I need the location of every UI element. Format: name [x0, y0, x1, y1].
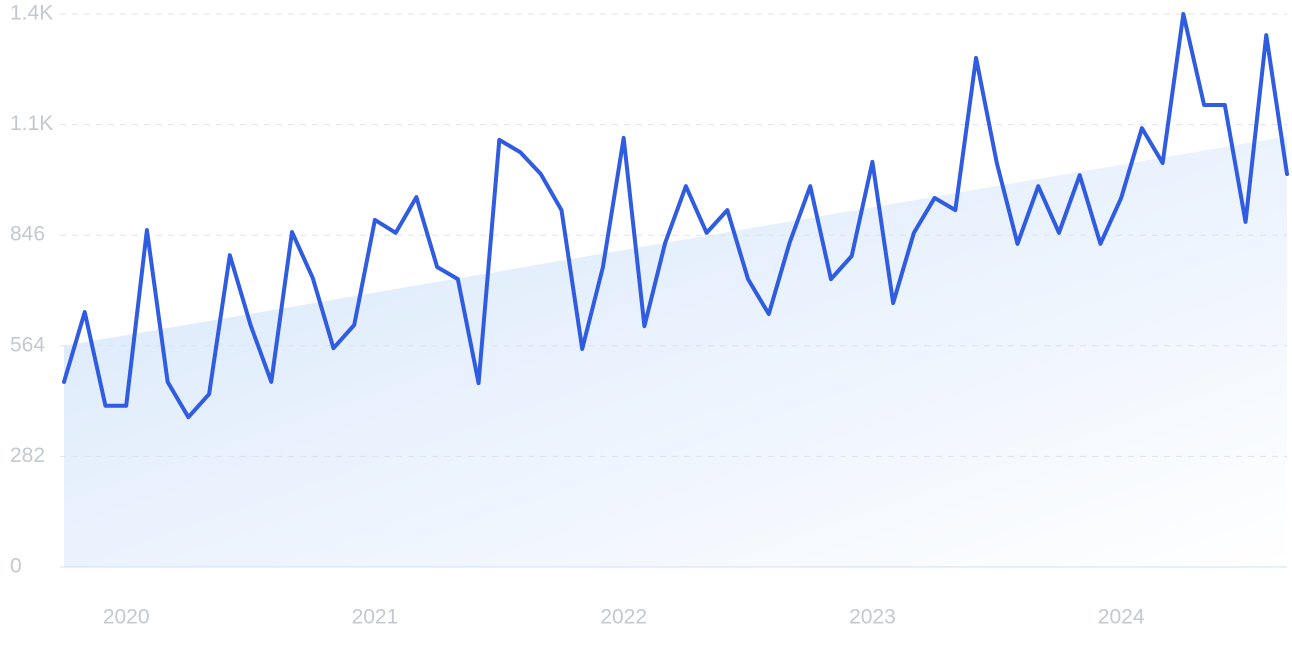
x-tick-label: 2020 — [103, 606, 150, 629]
y-tick-label: 564 — [10, 333, 45, 356]
x-tick-label: 2021 — [352, 606, 399, 629]
x-tick-label: 2023 — [849, 606, 896, 629]
x-tick-label: 2022 — [600, 606, 647, 629]
x-tick-label: 2024 — [1098, 606, 1145, 629]
y-tick-label: 1.1K — [10, 112, 53, 135]
trend-area — [64, 136, 1287, 567]
line — [62, 12, 1289, 420]
y-tick-label: 282 — [10, 444, 45, 467]
y-tick-label: 0 — [10, 555, 22, 578]
y-tick-label: 846 — [10, 223, 45, 246]
y-tick-label: 1.4K — [10, 2, 53, 25]
